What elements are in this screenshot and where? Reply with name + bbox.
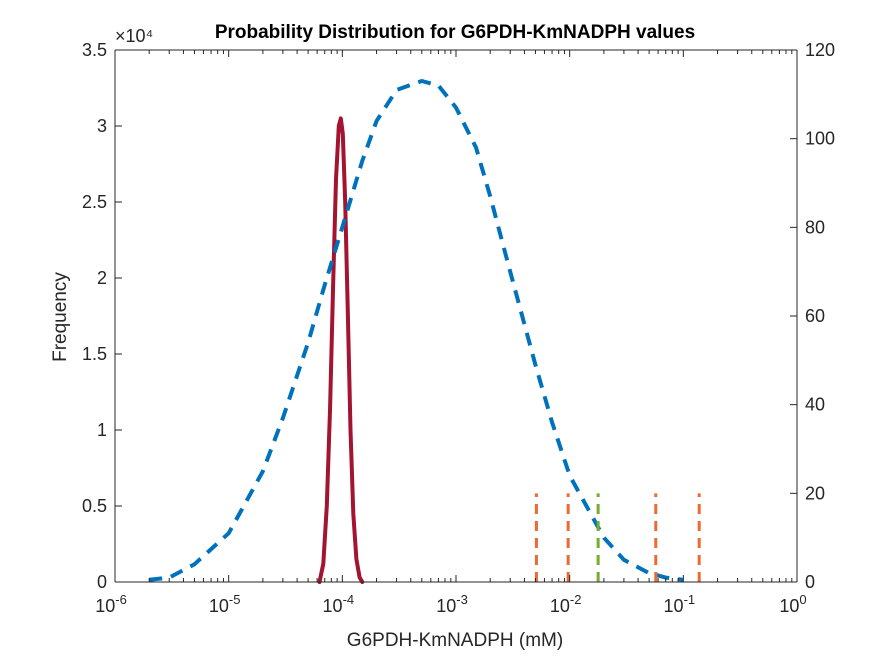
- plot-box: [115, 50, 797, 582]
- y2-tick-label: 60: [805, 306, 825, 326]
- x-tick-exponent: -4: [343, 592, 355, 607]
- x-tick-label: 100: [779, 592, 806, 616]
- series-line-1: [317, 116, 365, 584]
- chart-title: Probability Distribution for G6PDH-KmNAD…: [215, 22, 695, 43]
- y-tick-label: 0: [97, 572, 107, 592]
- x-tick-exponent: -2: [570, 592, 582, 607]
- x-tick-exponent: 0: [799, 592, 806, 607]
- x-axis-title: G6PDH-KmNADPH (mM): [347, 630, 563, 651]
- plot-area: [115, 50, 797, 584]
- y-tick-label: 1: [97, 420, 107, 440]
- y-axis-title: Frequency: [50, 272, 71, 362]
- x-tick-exponent: -6: [115, 592, 127, 607]
- ticks: 10-6 10-5 10-4 10-3 10-2 10-1 10000.511.522.53…: [82, 40, 835, 616]
- y-tick-label: 3.5: [82, 40, 107, 60]
- y2-tick-label: 20: [805, 483, 825, 503]
- x-tick-exponent: -1: [684, 592, 696, 607]
- y-tick-label: 3: [97, 116, 107, 136]
- y-tick-label: 2: [97, 268, 107, 288]
- y-tick-label: 1.5: [82, 344, 107, 364]
- x-tick-exponent: -5: [229, 592, 241, 607]
- y2-tick-label: 120: [805, 40, 835, 60]
- y-tick-label: 2.5: [82, 192, 107, 212]
- y2-tick-label: 0: [805, 572, 815, 592]
- x-tick-exponent: -3: [456, 592, 468, 607]
- y2-tick-label: 40: [805, 395, 825, 415]
- x-tick-label: 10-4: [323, 592, 355, 616]
- y2-tick-label: 80: [805, 217, 825, 237]
- y2-tick-label: 100: [805, 129, 835, 149]
- y-exponent-label: ×10⁴: [115, 26, 153, 46]
- y-tick-label: 0.5: [82, 496, 107, 516]
